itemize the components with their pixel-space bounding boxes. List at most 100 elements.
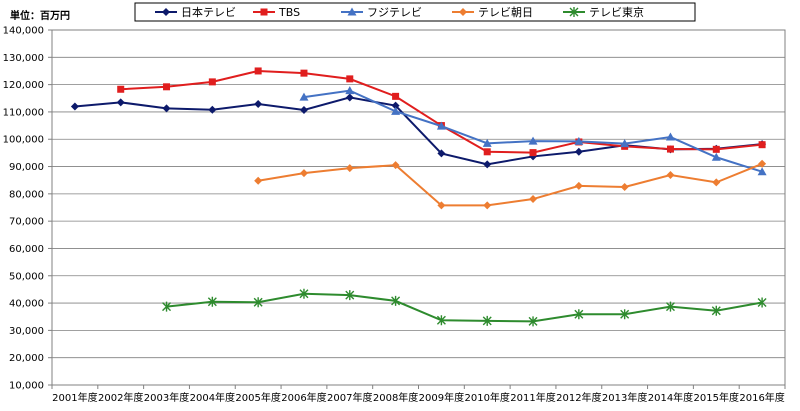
data-point (758, 141, 766, 149)
data-point (345, 93, 354, 102)
x-axis: 2001年度 2002年度 2003年度 2004年度 2005年度 2006年度 2007… (51, 385, 786, 404)
x-tick-label: 2014年度 (648, 391, 693, 404)
data-point (253, 297, 263, 308)
data-point (299, 288, 309, 299)
data-point (391, 161, 400, 170)
x-tick-label: 2012年度 (556, 391, 601, 404)
x-tick-label: 2013年度 (602, 391, 647, 404)
data-point (208, 78, 216, 86)
legend-item: TBS (253, 6, 300, 19)
data-point (529, 149, 537, 157)
data-point (483, 160, 492, 169)
x-tick-label: 2007年度 (327, 391, 372, 404)
y-tick-label: 60,000 (9, 244, 44, 255)
gridlines (51, 29, 786, 386)
data-point (70, 102, 79, 111)
data-point (665, 301, 675, 312)
data-point (574, 181, 583, 190)
series-line (257, 162, 763, 207)
y-tick-label: 50,000 (9, 271, 44, 282)
series-4 (162, 288, 767, 327)
data-point (391, 101, 400, 110)
data-point (529, 195, 538, 204)
data-point (345, 164, 354, 173)
data-point (620, 139, 630, 148)
data-point (528, 316, 538, 327)
data-point (436, 315, 446, 326)
y-tick-label: 70,000 (9, 217, 44, 228)
y-tick-label: 100,000 (3, 135, 44, 146)
data-point (483, 148, 491, 156)
data-point (254, 100, 263, 109)
x-tick-label: 2008年度 (373, 391, 418, 404)
legend-marker (459, 8, 467, 16)
y-tick-label: 90,000 (9, 162, 44, 173)
data-point (345, 86, 355, 95)
legend-box (134, 2, 696, 22)
data-point (346, 75, 354, 83)
y-tick-label: 130,000 (3, 53, 44, 64)
legend-item: 日本テレビ (155, 5, 236, 19)
legend-marker (569, 7, 579, 17)
data-point (482, 315, 492, 326)
data-point (757, 297, 767, 308)
series-2 (299, 86, 767, 176)
legend-item: テレビ東京 (563, 5, 644, 19)
data-point (391, 295, 401, 306)
y-tick-label: 80,000 (9, 189, 44, 200)
data-point (712, 145, 720, 153)
data-point (117, 85, 125, 93)
data-point (162, 301, 172, 312)
x-tick-label: 2006年度 (281, 391, 326, 404)
unit-label: 単位：百万円 (10, 9, 70, 22)
legend-item: フジテレビ (341, 6, 422, 19)
y-tick-label: 40,000 (9, 299, 44, 310)
data-point (163, 83, 171, 91)
data-point (620, 183, 629, 192)
data-point (437, 149, 446, 158)
data-point (666, 145, 674, 153)
data-point (254, 67, 262, 75)
y-tick-label: 140,000 (3, 26, 44, 37)
data-point (574, 309, 584, 320)
data-point (712, 178, 721, 187)
legend-label: フジテレビ (367, 6, 422, 19)
data-point (391, 106, 401, 115)
data-point (528, 136, 538, 145)
y-tick-label: 30,000 (9, 326, 44, 337)
x-tick-label: 2003年度 (144, 391, 189, 404)
x-tick-label: 2004年度 (190, 391, 235, 404)
data-point (345, 290, 355, 301)
legend-label: TBS (278, 6, 300, 19)
y-tick-label: 120,000 (3, 80, 44, 91)
legend-label: テレビ朝日 (478, 6, 533, 19)
data-point (620, 309, 630, 320)
y-tick-label: 110,000 (3, 107, 44, 118)
data-point (162, 104, 171, 113)
data-point (392, 92, 400, 100)
data-point (207, 296, 217, 307)
legend: 日本テレビ TBS フジテレビ テレビ朝日 テレビ東京 (134, 2, 696, 22)
legend-marker (162, 8, 170, 16)
data-point (574, 147, 583, 156)
data-point (758, 159, 767, 168)
x-tick-label: 2005年度 (235, 391, 280, 404)
x-tick-label: 2015年度 (694, 391, 739, 404)
data-point (436, 121, 446, 130)
legend-label: 日本テレビ (181, 5, 236, 19)
data-point (299, 169, 308, 178)
data-point (711, 152, 721, 161)
data-point (208, 105, 217, 114)
x-tick-label: 2010年度 (464, 391, 509, 404)
legend-marker (260, 8, 268, 16)
data-point (483, 201, 492, 210)
y-tick-label: 20,000 (9, 353, 44, 364)
x-tick-label: 2016年度 (739, 391, 784, 404)
data-point (665, 132, 675, 141)
data-point (482, 138, 492, 147)
x-tick-label: 2002年度 (98, 391, 143, 404)
data-point (666, 171, 675, 180)
data-point (116, 98, 125, 107)
data-point (574, 136, 584, 145)
